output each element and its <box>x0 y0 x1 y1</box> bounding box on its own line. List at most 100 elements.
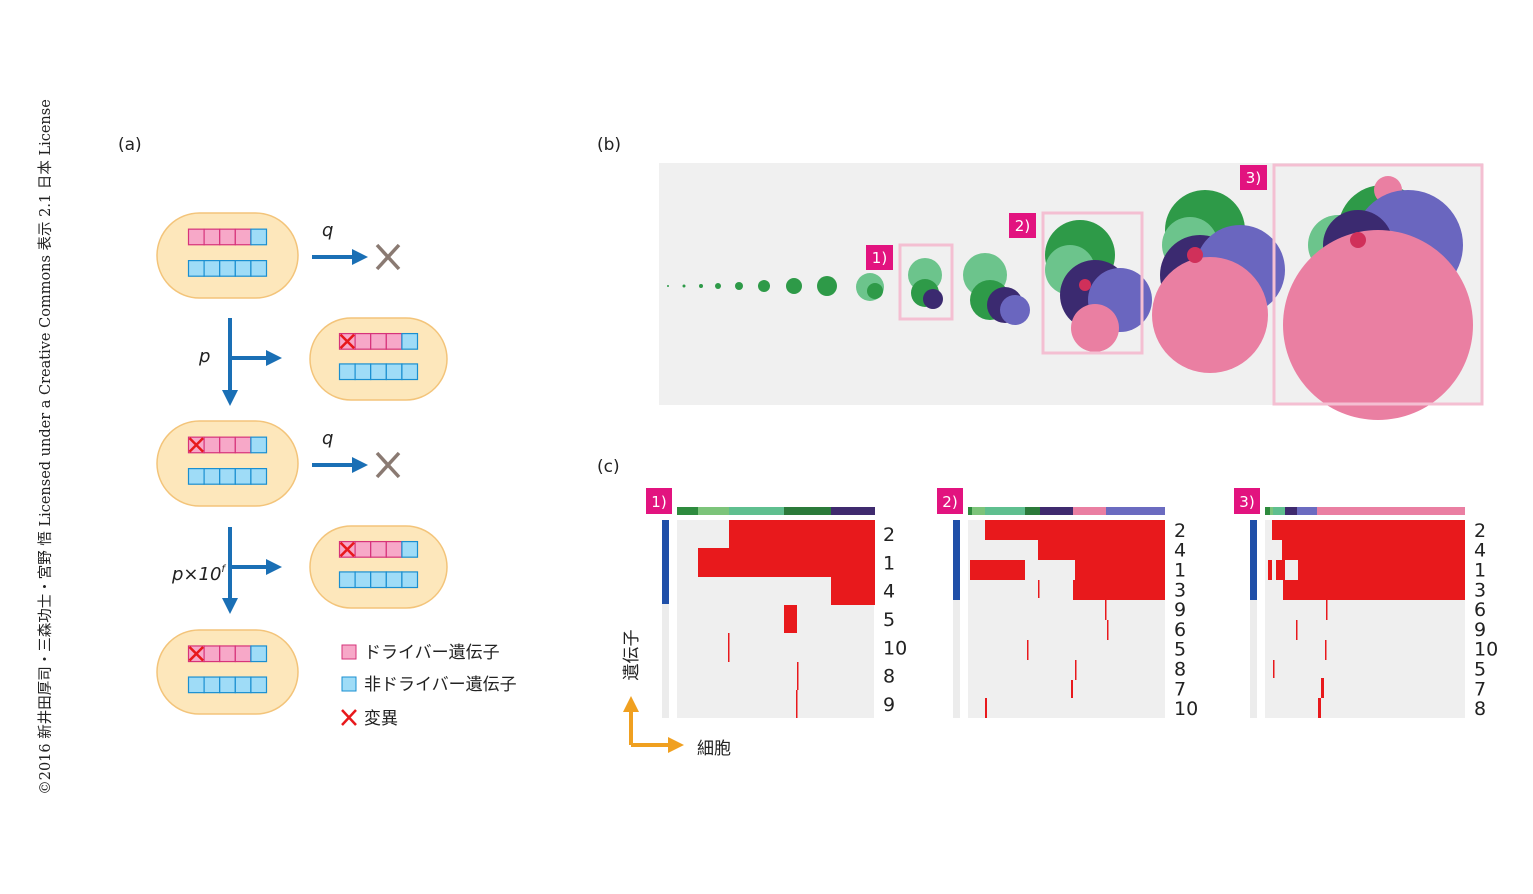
clone-bar <box>1025 507 1040 515</box>
gene-label: 2 <box>883 524 895 546</box>
non-driver-gene <box>234 260 252 277</box>
clone-bar <box>968 507 972 515</box>
non-driver-gene <box>370 571 387 589</box>
death-mark <box>375 451 401 479</box>
non-driver-gene <box>187 468 205 485</box>
mutation-block <box>784 605 797 633</box>
gene-label: 8 <box>1474 698 1486 720</box>
tumor-region <box>1152 257 1268 373</box>
non-driver-gene <box>250 645 268 663</box>
driver-gene <box>385 540 403 558</box>
gene-label: 3 <box>1174 579 1186 601</box>
gene-label: 5 <box>1474 659 1486 681</box>
mutation-block <box>831 577 875 605</box>
mutation-block <box>1273 660 1275 678</box>
gene-label: 1 <box>883 552 895 574</box>
mutation-block <box>1038 540 1165 560</box>
gene-label: 10 <box>1174 698 1198 720</box>
snapshot-box <box>1272 163 1484 406</box>
clone-bar <box>1273 507 1285 515</box>
tumor-region <box>1000 295 1030 325</box>
clone-bar <box>1270 507 1273 515</box>
gene-label: 3 <box>1474 579 1486 601</box>
mutation-block <box>1276 560 1285 580</box>
gene-label: 9 <box>1174 599 1186 621</box>
mutation-block <box>1326 600 1328 620</box>
non-driver-gene <box>250 228 268 246</box>
cell <box>156 212 299 299</box>
mutation-block <box>1038 580 1040 598</box>
cell-diagram: q p q p×10f ドライバー遺伝子 非ドライバー遺伝子 変異 <box>156 212 517 729</box>
mutation-block <box>1272 520 1465 540</box>
snapshot-label: 3) <box>1246 169 1261 187</box>
driver-bar <box>662 520 669 604</box>
clone-bar <box>729 507 784 515</box>
driver-gene <box>370 332 387 350</box>
mutation-block <box>985 698 987 718</box>
gene-label: 9 <box>883 694 895 716</box>
panel-label: (b) <box>597 135 621 155</box>
mutation-block <box>1268 560 1272 580</box>
driver-gene <box>370 540 387 558</box>
non-driver-gene <box>219 468 236 485</box>
gene-label: 1 <box>1474 560 1486 582</box>
panel-label: (c) <box>597 457 620 477</box>
mutation-block <box>1283 580 1465 600</box>
gene-label: 7 <box>1174 678 1186 700</box>
non-driver-gene <box>250 260 268 277</box>
mutation-block <box>1296 620 1298 640</box>
cell-body <box>156 420 299 507</box>
driver-gene <box>219 645 236 663</box>
snapshot-tag <box>866 245 893 270</box>
driver-gene <box>234 436 252 454</box>
axis-label: 遺伝子 <box>622 630 642 681</box>
gene-label: 1 <box>1174 560 1186 582</box>
non-driver-gene <box>187 260 205 277</box>
driver-gene <box>354 332 372 350</box>
tumor-region <box>817 276 837 296</box>
snapshot-box <box>1041 211 1144 355</box>
mutation <box>188 437 204 453</box>
driver-gene <box>385 332 403 350</box>
mutation-block <box>728 633 730 662</box>
legend-swatch <box>341 676 357 692</box>
legend-label: 変異 <box>364 709 398 729</box>
rate-label: p <box>198 346 210 367</box>
mutation-block <box>1107 620 1109 640</box>
tumor-region <box>867 283 883 299</box>
non-driver-gene <box>401 363 419 381</box>
snapshot-box <box>898 243 954 321</box>
cell-body <box>309 317 448 401</box>
driver-bar <box>1250 520 1257 600</box>
legend-label: 非ドライバー遺伝子 <box>364 675 517 695</box>
mutation-block <box>1027 640 1029 660</box>
gene-label: 8 <box>1174 659 1186 681</box>
clone-bar <box>698 507 729 515</box>
gene-label: 6 <box>1174 619 1186 641</box>
gene-label: 5 <box>1174 639 1186 661</box>
heatmap-tag <box>937 488 963 514</box>
mutation-block <box>1318 698 1321 718</box>
clone-bar <box>677 507 698 515</box>
gene-label: 4 <box>1474 540 1486 562</box>
heatmap-tag <box>1234 488 1260 514</box>
clone-bar <box>1317 507 1465 515</box>
rate-label: q <box>322 428 333 449</box>
non-driver-gene <box>234 676 252 694</box>
cell <box>309 525 448 609</box>
driver-gene <box>203 645 221 663</box>
mutation-block <box>796 690 798 718</box>
mutation-block <box>1073 580 1165 600</box>
non-driver-gene <box>338 571 356 589</box>
non-driver-gene <box>385 571 403 589</box>
legend-swatch <box>341 644 357 660</box>
tumor-region <box>735 282 743 290</box>
cell <box>309 317 448 401</box>
gene-label: 8 <box>883 666 895 688</box>
gene-label: 9 <box>1474 619 1486 641</box>
non-driver-gene <box>250 436 268 454</box>
non-driver-gene <box>219 260 236 277</box>
mutation <box>188 646 204 662</box>
driver-gene <box>187 228 205 246</box>
